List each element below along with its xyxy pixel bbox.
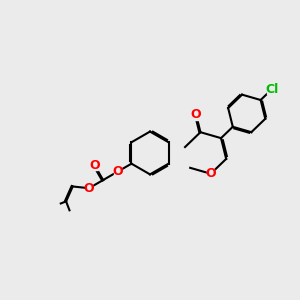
Bar bbox=[114, 167, 121, 177]
Bar bbox=[91, 160, 98, 170]
Text: Cl: Cl bbox=[265, 83, 278, 96]
Bar bbox=[86, 183, 92, 193]
Bar bbox=[267, 84, 277, 94]
Bar bbox=[193, 110, 200, 120]
Text: O: O bbox=[89, 159, 100, 172]
Text: O: O bbox=[112, 165, 123, 178]
Text: O: O bbox=[206, 167, 216, 180]
Bar bbox=[208, 169, 214, 179]
Text: O: O bbox=[191, 108, 202, 122]
Text: O: O bbox=[84, 182, 94, 195]
